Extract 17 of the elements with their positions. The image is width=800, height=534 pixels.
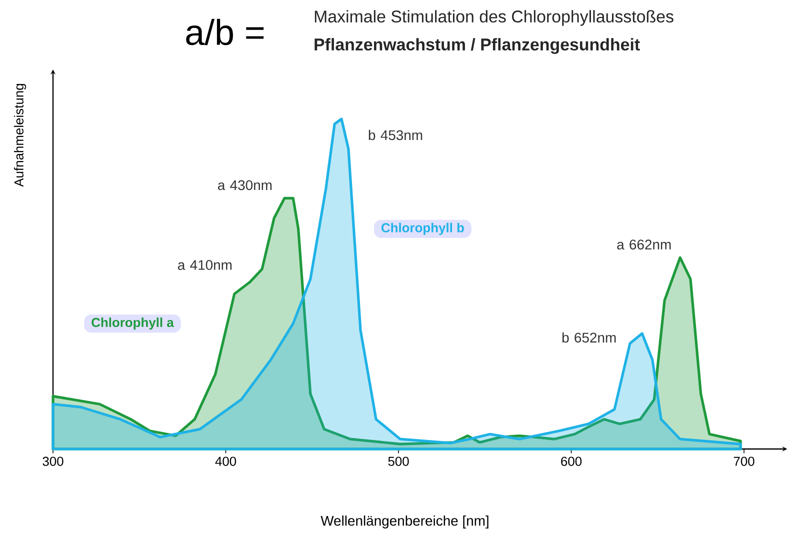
x-axis-title: Wellenlängenbereiche [nm] — [320, 515, 488, 528]
annotation: b 453nm — [368, 130, 422, 140]
annotation: b 652nm — [562, 332, 616, 343]
text: Chlorophyll a — [92, 318, 174, 330]
x-tick-label: 300 — [42, 456, 64, 466]
text: Pflanzenwachstum / Pflanzengesundheit — [314, 38, 640, 54]
x-tick-label: 600 — [561, 456, 582, 466]
x-tick-label: 400 — [215, 456, 236, 466]
annotation: a 410nm — [178, 260, 232, 270]
chart-subtitle: Maximale Stimulation des Chlorophyllausstoßes — [314, 10, 674, 26]
annotation: a 662nm — [617, 240, 671, 250]
text: Chlorophyll b — [382, 222, 464, 235]
y-axis-title: Aufnahmeleistung — [14, 84, 26, 187]
chart-title: a/b = — [186, 18, 264, 46]
annotation: a 430nm — [218, 180, 272, 190]
x-tick-label: 700 — [734, 456, 754, 466]
x-tick-label: 500 — [388, 456, 409, 466]
